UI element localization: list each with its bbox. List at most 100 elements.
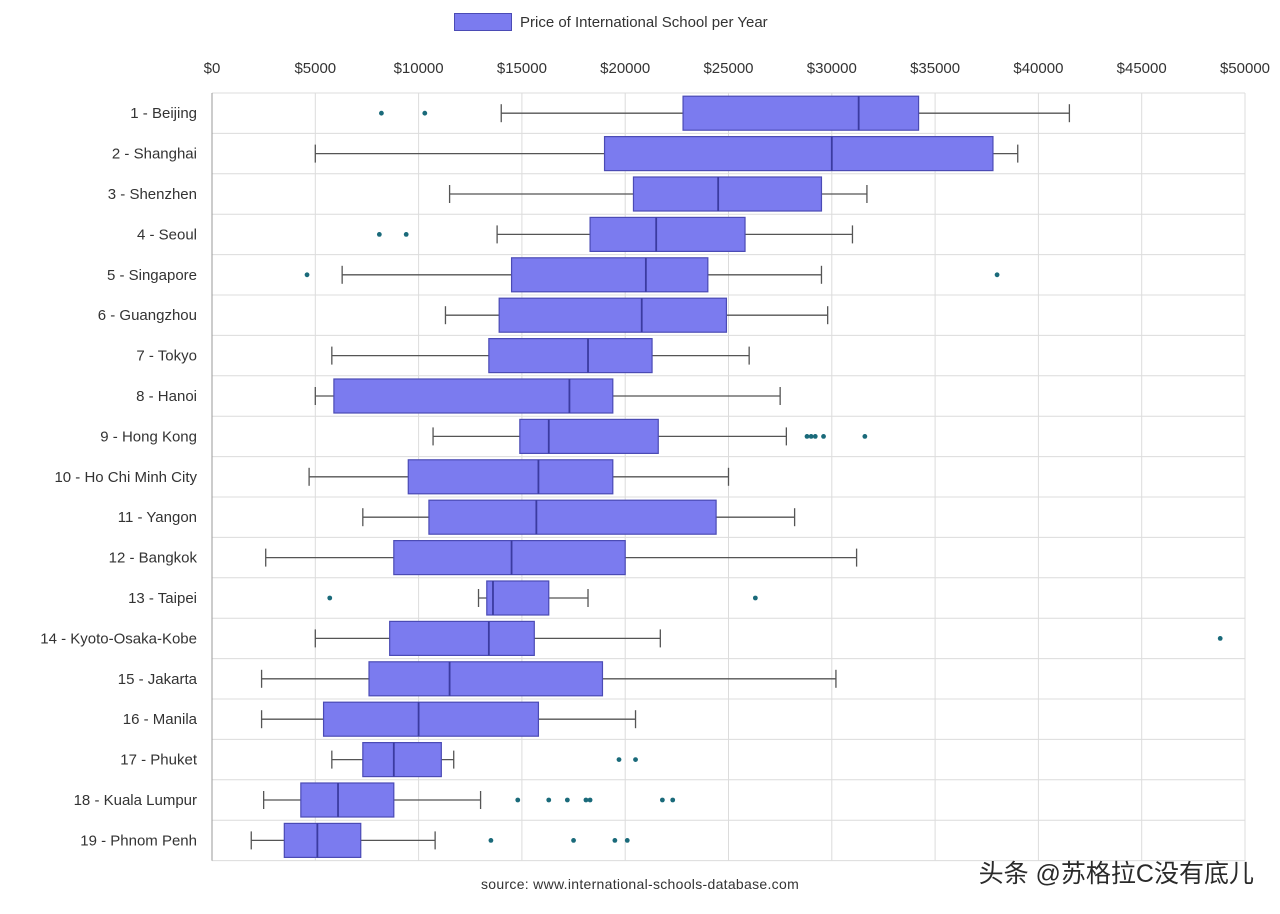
category-label: 3 - Shenzhen [108, 186, 197, 203]
outlier-point [564, 797, 570, 803]
outlier-point [403, 232, 409, 237]
x-axis-ticks: $0 $5000 $10000 $15000 $20000 $25000 $30000 $35… [204, 60, 1270, 77]
iqr-box [407, 459, 614, 495]
outlier-point [571, 838, 576, 843]
box-row [376, 216, 854, 252]
outlier-point [670, 797, 676, 803]
category-label: 2 - Shanghai [112, 146, 197, 163]
box-row [250, 822, 630, 859]
x-tick-label: $40000 [1013, 60, 1063, 77]
iqr-box [510, 257, 709, 293]
iqr-box [589, 216, 746, 252]
outlier-point [821, 434, 826, 439]
box-row [314, 136, 1019, 172]
x-tick-label: $0 [204, 60, 221, 77]
box-row [304, 257, 1000, 293]
outlier-point [633, 757, 638, 762]
iqr-box [368, 661, 604, 697]
category-label: 11 - Yangon [118, 509, 197, 526]
category-label: 10 - Ho Chi Minh City [54, 469, 197, 486]
outlier-point [624, 838, 630, 843]
outlier-point [1217, 636, 1223, 641]
category-label: 16 - Manila [123, 711, 198, 728]
iqr-box [393, 539, 626, 576]
outlier-point [659, 797, 665, 803]
box-row [260, 701, 637, 737]
category-label: 17 - Phuket [120, 752, 198, 769]
outlier-point [422, 110, 428, 116]
category-label: 9 - Hong Kong [100, 428, 197, 445]
iqr-box [333, 378, 614, 414]
iqr-box [389, 620, 535, 657]
outlier-point [804, 434, 810, 439]
iqr-box [300, 782, 395, 818]
box-row [448, 176, 868, 212]
box-row [262, 782, 676, 818]
iqr-box [498, 297, 728, 333]
box-row [379, 95, 1071, 131]
box-row [432, 418, 868, 454]
outlier-point [546, 797, 552, 803]
outlier-point [376, 232, 382, 237]
outlier-point [612, 838, 618, 843]
category-label: 18 - Kuala Lumpur [74, 792, 197, 809]
box-row [362, 499, 796, 535]
category-labels: 1 - Beijing 2 - Shanghai 3 - Shenzhen 4 - S… [40, 105, 198, 849]
x-tick-label: $30000 [807, 60, 857, 77]
category-label: 6 - Guangzhou [98, 307, 197, 324]
category-label: 19 - Phnom Penh [80, 832, 197, 849]
box-row [331, 741, 638, 778]
outlier-point [752, 595, 758, 601]
iqr-box [632, 176, 823, 212]
category-label: 1 - Beijing [130, 105, 197, 122]
box-row [265, 539, 858, 576]
x-tick-label: $35000 [910, 60, 960, 77]
box-row [260, 661, 837, 697]
category-label: 14 - Kyoto-Osaka-Kobe [40, 630, 197, 647]
chart-legend: Price of International School per Year [454, 10, 768, 34]
outlier-point [515, 797, 521, 803]
iqr-box [486, 580, 550, 616]
x-tick-label: $5000 [294, 60, 336, 77]
box-row [444, 297, 829, 333]
iqr-box [283, 822, 362, 859]
x-tick-label: $45000 [1117, 60, 1167, 77]
legend-swatch [454, 13, 512, 31]
outlier-point [488, 838, 494, 843]
x-tick-label: $10000 [394, 60, 444, 77]
box-series [250, 95, 1223, 859]
x-tick-label: $15000 [497, 60, 547, 77]
box-row [314, 378, 781, 414]
iqr-box [682, 95, 920, 131]
watermark-text: 头条 @苏格拉C没有底儿 [978, 860, 1254, 888]
outlier-point [862, 434, 868, 439]
iqr-box [362, 741, 442, 778]
outlier-point [583, 797, 589, 803]
outlier-point [587, 797, 593, 803]
outlier-point [327, 595, 333, 601]
x-tick-label: $25000 [703, 60, 753, 77]
x-tick-label: $50000 [1220, 60, 1270, 77]
category-label: 15 - Jakarta [118, 671, 198, 688]
category-label: 12 - Bangkok [109, 550, 198, 567]
iqr-box [603, 136, 994, 172]
box-row [327, 580, 758, 616]
iqr-box [488, 338, 653, 374]
outlier-point [808, 434, 814, 439]
source-note: source: www.international-schools-databa… [480, 876, 800, 892]
box-row [308, 459, 730, 495]
iqr-box [428, 499, 717, 535]
box-row [314, 620, 1223, 657]
outlier-point [994, 272, 1000, 278]
category-label: 4 - Seoul [137, 226, 197, 243]
iqr-box [322, 701, 540, 737]
category-label: 8 - Hanoi [136, 388, 197, 405]
x-tick-label: $20000 [600, 60, 650, 77]
outlier-point [616, 757, 622, 762]
category-label: 13 - Taipei [128, 590, 197, 607]
outlier-point [304, 272, 310, 278]
outlier-point [812, 434, 818, 439]
grid-lines [211, 92, 1246, 862]
category-label: 5 - Singapore [107, 267, 197, 284]
